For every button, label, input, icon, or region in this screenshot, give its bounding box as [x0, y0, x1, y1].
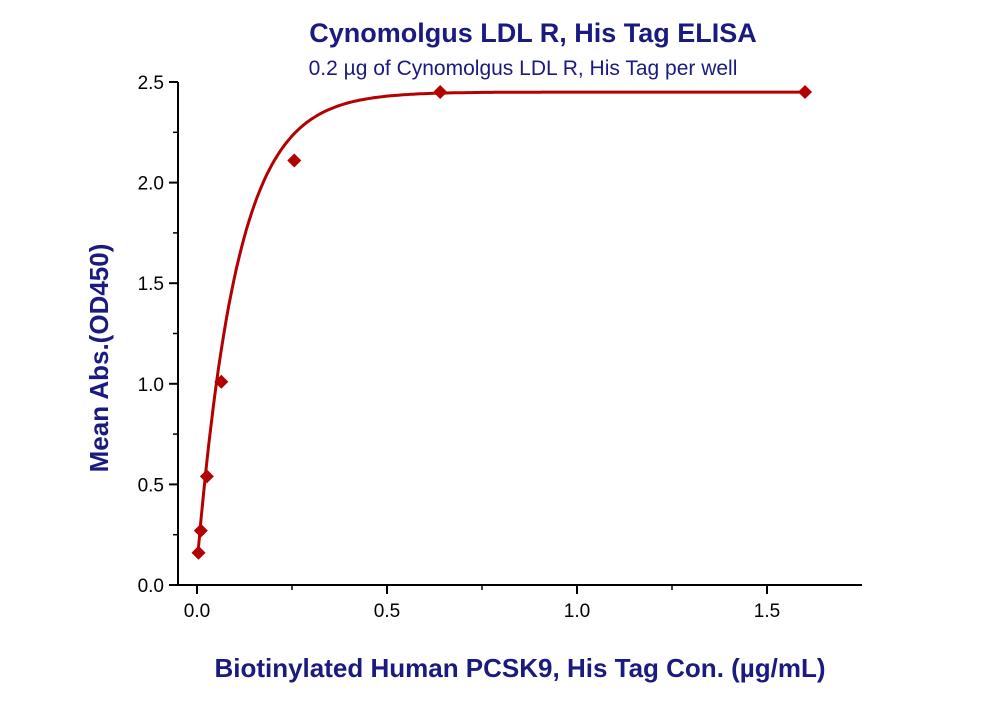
y-tick-label: 2.5 — [138, 73, 164, 94]
data-point — [193, 523, 208, 538]
data-point — [214, 374, 229, 389]
data-point — [433, 85, 448, 100]
data-point — [798, 85, 812, 100]
y-ticks: 0.0 0.5 1.0 1.5 2.0 2.5 — [138, 73, 178, 597]
y-tick-label: 1.5 — [138, 274, 164, 295]
y-tick-label: 0.5 — [138, 475, 164, 496]
data-point — [191, 545, 206, 560]
x-tick-label: 1.0 — [564, 601, 590, 622]
fit-curve — [197, 90, 805, 548]
x-ticks: 0.0 0.5 1.0 1.5 — [184, 585, 780, 622]
data-points — [191, 85, 812, 560]
chart-subtitle: 0.2 µg of Cynomolgus LDL R, His Tag per … — [309, 57, 738, 80]
x-axis-label: Biotinylated Human PCSK9, His Tag Con. (… — [214, 653, 825, 683]
axes — [177, 82, 862, 586]
x-tick-label: 0.5 — [374, 601, 400, 622]
data-point — [287, 153, 302, 168]
y-tick-label: 1.0 — [138, 375, 164, 396]
x-tick-label: 0.0 — [184, 601, 210, 622]
data-point — [199, 469, 214, 484]
x-tick-label: 1.5 — [754, 601, 780, 622]
fit-curve-group — [197, 90, 805, 548]
y-tick-label: 2.0 — [138, 174, 164, 195]
y-axis-label: Mean Abs.(OD450) — [84, 244, 114, 473]
chart-title: Cynomolgus LDL R, His Tag ELISA — [309, 18, 757, 48]
y-tick-label: 0.0 — [138, 576, 164, 597]
